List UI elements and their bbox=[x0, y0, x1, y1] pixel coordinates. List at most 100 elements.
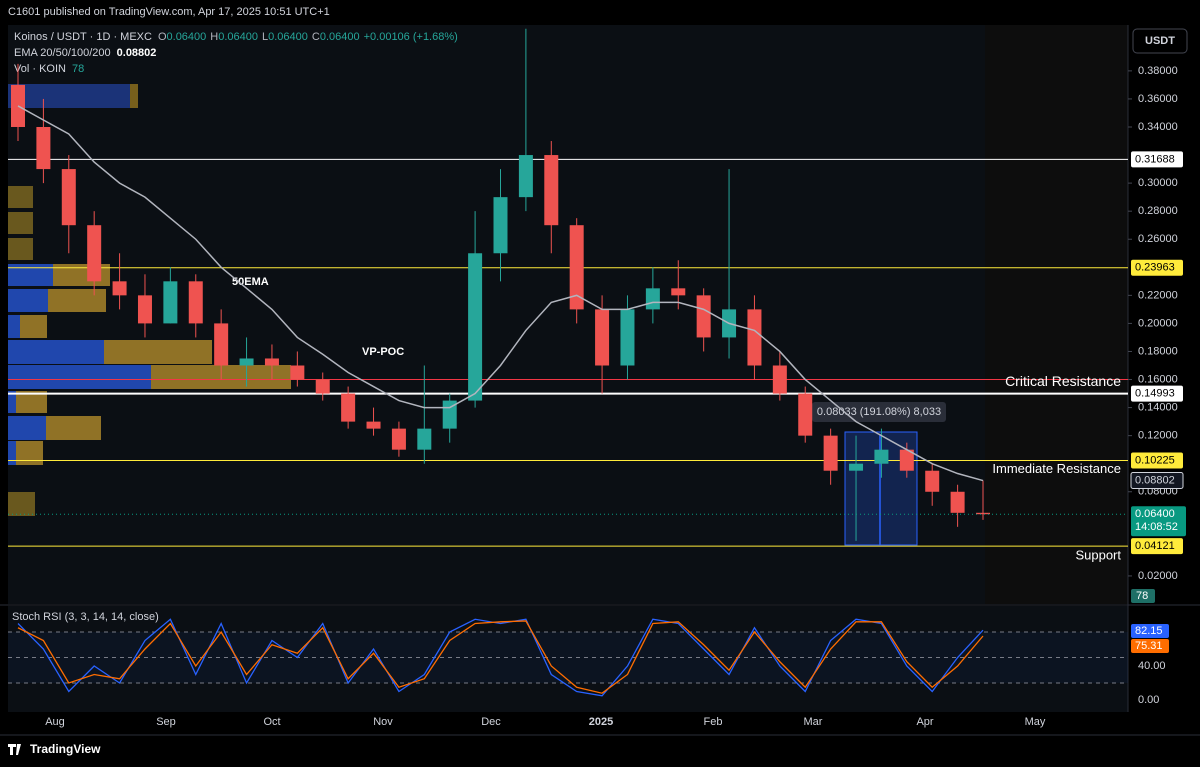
last-price-label: 0.06400 bbox=[1135, 508, 1175, 520]
candle-body bbox=[899, 449, 914, 471]
legend-ohlc: Koinos / USDT · 1D · MEXC O0.06400 H0.0640… bbox=[14, 31, 458, 43]
level-label-bg bbox=[1131, 151, 1183, 168]
ema-value: 0.08802 bbox=[117, 47, 157, 59]
stoch-value-bg bbox=[1131, 639, 1169, 653]
c-key: C bbox=[312, 31, 320, 43]
legend-ema: EMA 20/50/100/200 0.08802 bbox=[14, 47, 156, 59]
level-note: Immediate Resistance bbox=[992, 461, 1121, 476]
x-tick-label: Apr bbox=[916, 716, 933, 728]
candle-body bbox=[264, 358, 279, 366]
candle-body bbox=[493, 197, 508, 254]
vol-name: Vol · KOIN bbox=[14, 63, 66, 75]
last-price-bg bbox=[1131, 506, 1186, 537]
candle-body bbox=[366, 421, 381, 429]
symbol: Koinos / USDT · 1D · MEXC bbox=[14, 31, 152, 43]
poc-annotation: VP-POC bbox=[362, 346, 404, 358]
candle-body bbox=[747, 309, 762, 366]
y-tick-label: 0.38000 bbox=[1138, 65, 1178, 77]
x-tick-label: 2025 bbox=[589, 716, 613, 728]
stoch-value: 75.31 bbox=[1135, 640, 1163, 652]
level-label: 0.10225 bbox=[1135, 454, 1175, 466]
y-tick-label: 0.14000 bbox=[1138, 401, 1178, 413]
candle-body bbox=[239, 358, 254, 366]
h-val: 0.06400 bbox=[218, 31, 258, 43]
candle-body bbox=[341, 393, 356, 422]
candle-body bbox=[849, 463, 864, 471]
candle-body bbox=[137, 295, 152, 324]
level-label: 0.04121 bbox=[1135, 540, 1175, 552]
o-val: 0.06400 bbox=[167, 31, 207, 43]
level-label: 0.31688 bbox=[1135, 153, 1175, 165]
x-tick-label: Feb bbox=[704, 716, 723, 728]
candle-body bbox=[61, 169, 76, 226]
candle-body bbox=[214, 323, 229, 366]
ema-annotation: 50EMA bbox=[232, 276, 269, 288]
ema-line bbox=[17, 105, 984, 482]
level-label: 0.23963 bbox=[1135, 262, 1175, 274]
change: +0.00106 (+1.68%) bbox=[364, 31, 458, 43]
y-tick-label: 0.22000 bbox=[1138, 289, 1178, 301]
candle-body bbox=[544, 155, 559, 226]
candle-body bbox=[315, 379, 330, 394]
level-label: 0.14993 bbox=[1135, 388, 1175, 400]
l-key: L bbox=[262, 31, 268, 43]
y-tick-label: 0.20000 bbox=[1138, 317, 1178, 329]
y-tick-label: 0.36000 bbox=[1138, 93, 1178, 105]
ema-name: EMA 20/50/100/200 bbox=[14, 47, 111, 59]
candle-body bbox=[595, 309, 610, 366]
h-key: H bbox=[210, 31, 218, 43]
x-tick-label: Oct bbox=[263, 716, 280, 728]
stoch-tick-label: 40.00 bbox=[1138, 660, 1166, 672]
candle-body bbox=[645, 288, 660, 310]
candle-body bbox=[163, 281, 178, 324]
y-tick-label: 0.16000 bbox=[1138, 373, 1178, 385]
countdown: 14:08:52 bbox=[1135, 521, 1178, 533]
legend-vol: Vol · KOIN 78 bbox=[14, 63, 84, 75]
measure-tooltip bbox=[812, 402, 946, 422]
candle-body bbox=[671, 288, 686, 296]
candle-body bbox=[976, 512, 990, 515]
stoch-pane bbox=[8, 606, 1128, 712]
candle-body bbox=[188, 281, 203, 324]
brand-logo bbox=[8, 744, 21, 755]
future-area bbox=[985, 25, 1128, 604]
candle-body bbox=[950, 491, 965, 513]
level-label-bg bbox=[1131, 385, 1183, 402]
currency[interactable]: USDT bbox=[1145, 35, 1175, 47]
x-tick-label: Sep bbox=[156, 716, 176, 728]
candle-body bbox=[772, 365, 787, 394]
candle-body bbox=[569, 225, 584, 310]
y-tick-label: 0.34000 bbox=[1138, 121, 1178, 133]
currency-button[interactable] bbox=[1132, 28, 1188, 54]
candle-body bbox=[823, 435, 838, 471]
candle-body bbox=[798, 393, 813, 436]
level-note: Support bbox=[1075, 548, 1121, 563]
candle-body bbox=[290, 365, 305, 380]
volume-badge: 78 bbox=[1136, 590, 1148, 602]
x-tick-label: Aug bbox=[45, 716, 65, 728]
stoch-tick-label: 0.00 bbox=[1138, 694, 1159, 706]
level-label-bg bbox=[1131, 452, 1183, 469]
stoch-value-bg bbox=[1131, 624, 1169, 638]
volume-badge-bg bbox=[1131, 589, 1155, 603]
candle-body bbox=[874, 449, 889, 464]
stoch-line bbox=[17, 620, 984, 694]
candle-body bbox=[620, 309, 635, 366]
level-label-bg bbox=[1131, 259, 1183, 276]
stoch-title: Stoch RSI (3, 3, 14, 14, close) bbox=[12, 611, 159, 623]
candle-body bbox=[87, 225, 102, 282]
y-tick-label: 0.02000 bbox=[1138, 570, 1178, 582]
y-tick-label: 0.26000 bbox=[1138, 233, 1178, 245]
candle-body bbox=[925, 470, 940, 492]
candle-body bbox=[417, 428, 432, 450]
candle-body bbox=[468, 253, 483, 401]
candle-body bbox=[696, 295, 711, 338]
stoch-value: 82.15 bbox=[1135, 625, 1163, 637]
plot-area bbox=[8, 25, 985, 604]
c-val: 0.06400 bbox=[320, 31, 360, 43]
o-key: O bbox=[158, 31, 167, 43]
y-tick-label: 0.18000 bbox=[1138, 345, 1178, 357]
y-tick-label: 0.12000 bbox=[1138, 430, 1178, 442]
brand: TradingView bbox=[30, 742, 101, 756]
